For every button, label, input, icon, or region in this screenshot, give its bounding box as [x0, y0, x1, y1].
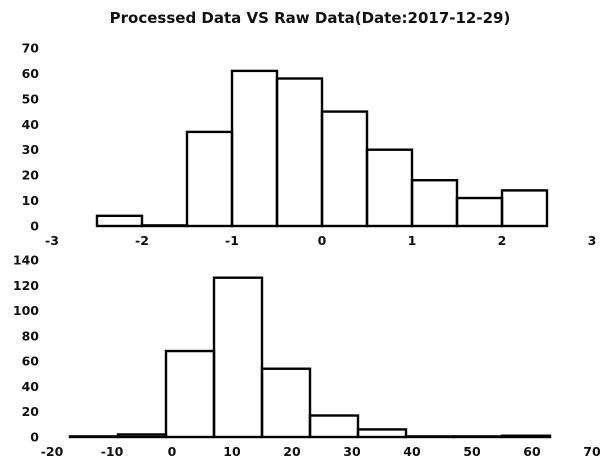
bottom-x-tick-label: 10 — [223, 444, 241, 459]
top-x-tick-label: 0 — [318, 233, 327, 248]
bottom-y-tick-label: 80 — [22, 328, 40, 343]
bottom-x-tick-label: -10 — [101, 444, 124, 459]
top-x-tick-label: -1 — [225, 233, 239, 248]
bottom-y-tick-label: 0 — [30, 430, 39, 445]
top-y-tick-label: 30 — [22, 142, 40, 157]
bottom-histogram-panel: -20 -10 0 10 20 30 40 50 60 70 0 20 40 60 80 100 120 140 — [13, 253, 601, 460]
top-x-tick-label: 2 — [498, 233, 507, 248]
bottom-histogram-bar-7 — [404, 435, 456, 439]
bottom-histogram-bar-6 — [356, 428, 408, 439]
bottom-histogram-bar-9 — [500, 434, 552, 439]
chart-title: Processed Data VS Raw Data(Date:2017-12-… — [110, 9, 511, 27]
bottom-x-tick-label: 40 — [403, 444, 421, 459]
top-y-tick-label: 10 — [22, 193, 40, 208]
bottom-histogram-bar-5 — [308, 414, 360, 439]
top-y-tick-label: 0 — [30, 219, 39, 234]
top-histogram-bar-3 — [230, 69, 279, 228]
top-x-tick-label: 1 — [408, 233, 417, 248]
bottom-x-tick-label: 50 — [463, 444, 481, 459]
top-y-tick-label: 40 — [22, 117, 40, 132]
bottom-x-tick-label: 70 — [583, 444, 601, 459]
top-y-tick-label: 60 — [22, 66, 40, 81]
top-histogram-bar-4 — [275, 77, 324, 228]
top-y-tick-label: 20 — [22, 168, 40, 183]
bottom-x-tick-label: -20 — [41, 444, 64, 459]
top-x-tick-label: -2 — [135, 233, 149, 248]
top-y-tick-label: 70 — [22, 41, 40, 56]
bottom-histogram-bar-0 — [68, 435, 120, 439]
bottom-histogram-bar-4 — [260, 367, 312, 439]
bottom-y-tick-label: 120 — [13, 278, 39, 293]
bottom-histogram-bar-1 — [116, 433, 168, 439]
top-x-tick-label: -3 — [45, 233, 59, 248]
top-histogram-bar-7 — [410, 179, 459, 228]
bottom-x-tick-label: 20 — [283, 444, 301, 459]
bottom-y-tick-label: 20 — [22, 404, 40, 419]
bottom-y-tick-label: 40 — [22, 379, 40, 394]
top-histogram-bar-8 — [455, 196, 504, 228]
bottom-histogram-bar-3 — [212, 276, 264, 439]
top-histogram-bar-9 — [500, 189, 549, 228]
bottom-y-tick-label: 60 — [22, 354, 40, 369]
top-y-tick-label: 50 — [22, 91, 40, 106]
top-histogram-bar-6 — [365, 148, 414, 228]
bottom-y-tick-label: 140 — [13, 253, 39, 268]
bottom-x-tick-label: 30 — [343, 444, 361, 459]
top-histogram-bar-2 — [185, 130, 234, 228]
top-histogram-bar-0 — [95, 214, 144, 228]
bottom-x-tick-label: 0 — [168, 444, 177, 459]
top-histogram-bar-1 — [140, 224, 189, 228]
bottom-x-tick-label: 60 — [523, 444, 541, 459]
bottom-y-tick-label: 100 — [13, 303, 39, 318]
top-x-tick-label: 3 — [588, 233, 597, 248]
bottom-histogram-bar-8 — [452, 435, 504, 439]
top-histogram-bar-5 — [320, 110, 369, 228]
bottom-histogram-bar-2 — [164, 349, 216, 439]
